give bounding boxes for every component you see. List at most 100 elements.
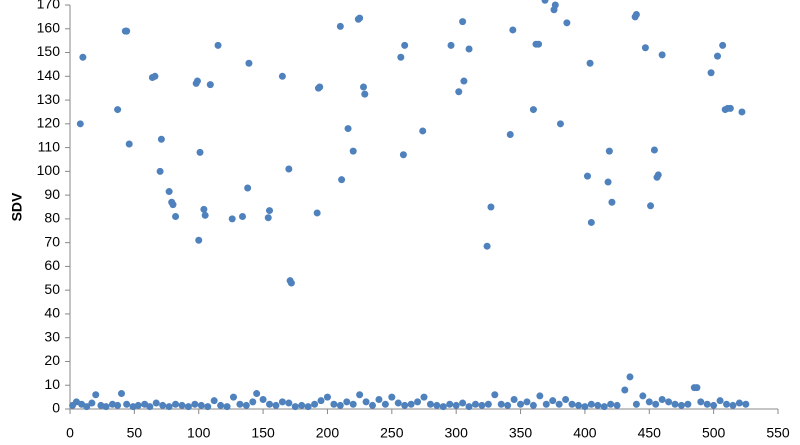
point: [568, 400, 576, 408]
point: [217, 401, 225, 409]
point: [407, 400, 415, 408]
point: [336, 22, 344, 30]
x-tick-label: 450: [638, 425, 662, 441]
point: [729, 401, 737, 409]
point: [381, 400, 389, 408]
point: [626, 373, 634, 381]
point: [607, 400, 615, 408]
point: [491, 391, 499, 399]
point: [536, 392, 544, 400]
point: [253, 390, 261, 398]
point: [114, 401, 122, 409]
point: [719, 41, 727, 49]
point: [298, 401, 306, 409]
point: [684, 400, 692, 408]
point: [484, 400, 492, 408]
y-tick-label: 160: [37, 19, 61, 35]
point: [716, 397, 724, 405]
point: [677, 401, 685, 409]
y-tick-label: 140: [37, 67, 61, 83]
point: [338, 176, 346, 184]
point: [594, 401, 602, 409]
point: [510, 395, 518, 403]
point: [497, 400, 505, 408]
point: [210, 397, 218, 405]
y-tick-label: 10: [44, 376, 60, 392]
point: [604, 178, 612, 186]
point: [184, 403, 192, 411]
point: [323, 393, 331, 401]
point: [223, 403, 231, 411]
point: [697, 398, 705, 406]
point: [229, 393, 237, 401]
point: [723, 400, 731, 408]
point: [713, 52, 721, 60]
point: [242, 401, 250, 409]
point: [157, 135, 165, 143]
point: [581, 403, 589, 411]
point: [266, 400, 274, 408]
y-tick-label: 170: [37, 0, 61, 12]
point: [555, 400, 563, 408]
point: [291, 403, 299, 411]
point: [304, 403, 312, 411]
y-tick-label: 50: [44, 281, 60, 297]
y-tick-label: 90: [44, 186, 60, 202]
point: [703, 400, 711, 408]
point: [83, 403, 91, 411]
point: [487, 203, 495, 211]
point: [114, 106, 122, 114]
point: [523, 398, 531, 406]
point: [88, 399, 96, 407]
point: [394, 399, 402, 407]
point: [156, 167, 164, 175]
point: [639, 392, 647, 400]
point: [311, 400, 319, 408]
point: [586, 59, 594, 67]
point: [316, 83, 324, 91]
point: [654, 171, 662, 179]
point: [117, 390, 125, 398]
point: [452, 401, 460, 409]
point: [658, 395, 666, 403]
point: [641, 44, 649, 52]
point: [460, 77, 468, 85]
point: [76, 120, 84, 128]
point: [535, 40, 543, 48]
point: [259, 395, 267, 403]
point: [151, 72, 159, 80]
point: [388, 393, 396, 401]
point: [574, 401, 582, 409]
point: [236, 400, 244, 408]
point: [206, 81, 214, 89]
x-tick-label: 0: [66, 425, 74, 441]
point: [317, 397, 325, 405]
point: [146, 403, 154, 411]
point: [397, 53, 405, 61]
point: [204, 403, 212, 411]
point: [439, 403, 447, 411]
x-tick-label: 150: [251, 425, 275, 441]
point: [446, 400, 454, 408]
point: [197, 401, 205, 409]
point: [665, 398, 673, 406]
y-tick-label: 70: [44, 233, 60, 249]
point: [433, 401, 441, 409]
point: [362, 398, 370, 406]
point: [556, 120, 564, 128]
point: [459, 399, 467, 407]
point: [399, 151, 407, 159]
point: [419, 127, 427, 135]
point: [123, 400, 131, 408]
y-tick-label: 20: [44, 352, 60, 368]
point: [92, 391, 100, 399]
x-tick-label: 550: [766, 425, 790, 441]
point: [313, 209, 321, 217]
point: [465, 45, 473, 53]
point: [172, 400, 180, 408]
point: [587, 400, 595, 408]
point: [587, 218, 595, 226]
point: [278, 398, 286, 406]
point: [562, 395, 570, 403]
